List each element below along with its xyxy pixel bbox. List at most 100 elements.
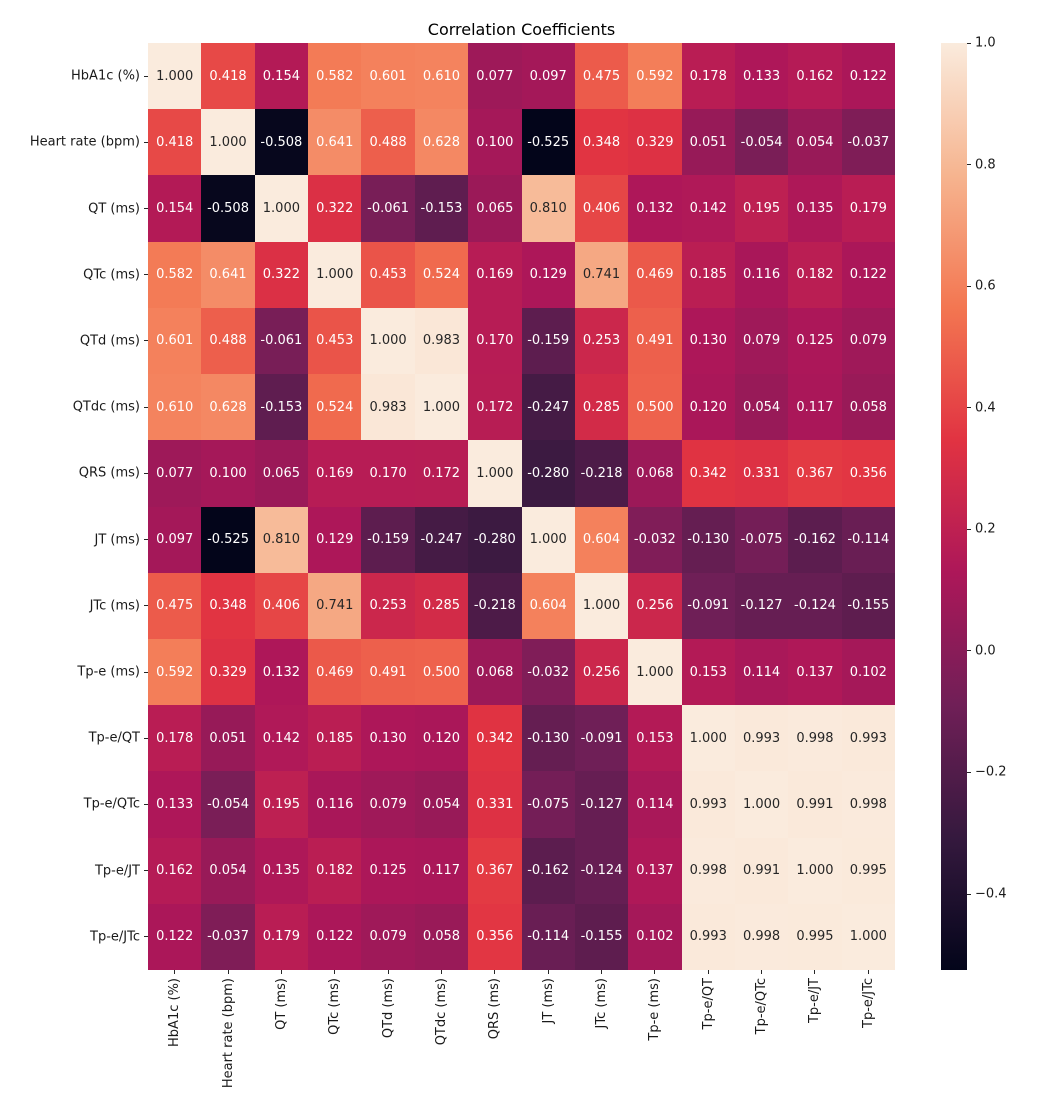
heatmap-cell: 0.178	[148, 705, 202, 772]
heatmap-cell: 0.058	[841, 374, 895, 441]
heatmap-cell: 0.329	[201, 638, 255, 706]
heatmap-cell: 0.172	[468, 374, 522, 441]
heatmap-cell: 0.610	[414, 43, 469, 110]
y-axis-label: QTc (ms)	[83, 267, 140, 283]
x-tick-mark	[547, 970, 549, 974]
heatmap-cell: 0.153	[681, 638, 735, 706]
heatmap-cell: 0.524	[308, 374, 362, 441]
heatmap-cell: 0.524	[414, 241, 469, 308]
heatmap-cell: 0.051	[201, 705, 255, 772]
y-axis-label: Tp-e/QT	[88, 730, 140, 746]
heatmap-cell: 0.132	[628, 175, 682, 242]
heatmap-cell: 1.000	[841, 903, 895, 970]
heatmap-cell: 0.418	[148, 109, 202, 176]
heatmap-cell: -0.508	[254, 109, 309, 176]
x-axis-label: Tp-e/QT	[700, 978, 716, 1030]
heatmap-grid: 1.000 0.418 0.154 0.582 0.601 0.610 0.077 0.097…	[148, 43, 895, 970]
heatmap-cell: -0.091	[574, 705, 629, 772]
heatmap-cell: -0.508	[201, 175, 255, 242]
heatmap-cell: -0.127	[734, 572, 789, 639]
heatmap-cell: -0.162	[788, 506, 842, 573]
y-tick-mark	[144, 803, 148, 805]
heatmap-cell: 0.077	[468, 43, 522, 110]
heatmap-cell: 0.122	[308, 903, 362, 970]
heatmap-cell: 0.998	[734, 903, 789, 970]
x-tick-mark	[227, 970, 229, 974]
heatmap-cell: 0.142	[254, 705, 309, 772]
colorbar-tick-label: 1.0	[975, 35, 996, 51]
y-tick-mark	[144, 208, 148, 210]
colorbar-tick-mark	[967, 407, 971, 409]
y-tick-mark	[144, 406, 148, 408]
colorbar-tick-mark	[967, 893, 971, 895]
x-tick-mark	[174, 970, 176, 974]
heatmap-cell: 0.582	[308, 43, 362, 110]
heatmap-cell: 0.356	[841, 440, 895, 507]
colorbar-tick-mark	[967, 528, 971, 530]
heatmap-cell: 0.051	[681, 109, 735, 176]
heatmap-cell: 0.367	[788, 440, 842, 507]
heatmap-cell: 0.195	[254, 771, 309, 838]
colorbar	[941, 43, 967, 970]
x-tick-mark	[814, 970, 816, 974]
heatmap-cell: 0.604	[521, 572, 575, 639]
heatmap-cell: 1.000	[468, 440, 522, 507]
heatmap-cell: 0.068	[468, 638, 522, 706]
heatmap-cell: 0.810	[254, 506, 309, 573]
heatmap-cell: 0.601	[361, 43, 415, 110]
heatmap-cell: 0.054	[788, 109, 842, 176]
chart-title: Correlation Coefficients	[427, 20, 616, 39]
y-axis-label: Heart rate (bpm)	[29, 134, 140, 150]
heatmap-cell: 0.741	[574, 241, 629, 308]
x-tick-mark	[387, 970, 389, 974]
heatmap-cell: -0.032	[521, 638, 575, 706]
colorbar-tick-label: −0.2	[975, 764, 1007, 780]
heatmap-cell: 0.993	[681, 771, 735, 838]
heatmap-cell: -0.075	[734, 506, 789, 573]
heatmap-cell: 0.342	[681, 440, 735, 507]
x-axis-label: QTd (ms)	[380, 978, 396, 1039]
y-tick-mark	[144, 472, 148, 474]
heatmap-cell: 0.065	[468, 175, 522, 242]
heatmap-cell: -0.525	[521, 109, 575, 176]
heatmap-cell: 0.998	[841, 771, 895, 838]
colorbar-tick-mark	[967, 164, 971, 166]
heatmap-cell: 0.406	[574, 175, 629, 242]
x-tick-mark	[761, 970, 763, 974]
heatmap-cell: 0.991	[734, 837, 789, 904]
x-axis-label: JT (ms)	[540, 978, 556, 1024]
x-tick-mark	[494, 970, 496, 974]
heatmap-cell: -0.159	[521, 307, 575, 375]
heatmap-cell: 0.133	[148, 771, 202, 838]
heatmap-cell: 0.079	[361, 771, 415, 838]
heatmap-cell: 1.000	[734, 771, 789, 838]
heatmap-cell: -0.114	[521, 903, 575, 970]
heatmap-cell: 0.058	[414, 903, 469, 970]
heatmap-cell: 0.185	[681, 241, 735, 308]
heatmap-cell: 0.628	[414, 109, 469, 176]
heatmap-cell: 0.054	[414, 771, 469, 838]
heatmap-cell: 0.810	[521, 175, 575, 242]
y-axis-label: Tp-e/QTc	[83, 796, 140, 812]
heatmap-cell: 0.453	[308, 307, 362, 375]
heatmap-cell: 0.592	[628, 43, 682, 110]
heatmap-cell: 0.079	[734, 307, 789, 375]
heatmap-cell: 0.253	[361, 572, 415, 639]
heatmap-cell: 1.000	[254, 175, 309, 242]
heatmap-cell: -0.155	[841, 572, 895, 639]
heatmap-cell: 0.154	[148, 175, 202, 242]
heatmap-cell: -0.130	[521, 705, 575, 772]
y-axis-label: Tp-e (ms)	[77, 664, 140, 680]
colorbar-tick-mark	[967, 285, 971, 287]
heatmap-cell: 0.169	[468, 241, 522, 308]
heatmap-cell: 0.356	[468, 903, 522, 970]
heatmap-cell: 0.641	[201, 241, 255, 308]
heatmap-cell: 0.195	[734, 175, 789, 242]
heatmap-cell: 1.000	[361, 307, 415, 375]
heatmap-cell: 0.491	[361, 638, 415, 706]
heatmap-cell: 0.475	[148, 572, 202, 639]
heatmap-cell: 0.610	[148, 374, 202, 441]
y-axis-label: JT (ms)	[94, 532, 141, 548]
x-tick-mark	[601, 970, 603, 974]
heatmap-cell: 0.475	[574, 43, 629, 110]
